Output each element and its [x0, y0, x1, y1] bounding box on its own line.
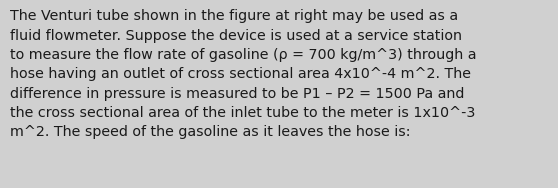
Text: The Venturi tube shown in the figure at right may be used as a
fluid flowmeter. : The Venturi tube shown in the figure at … — [10, 9, 477, 139]
